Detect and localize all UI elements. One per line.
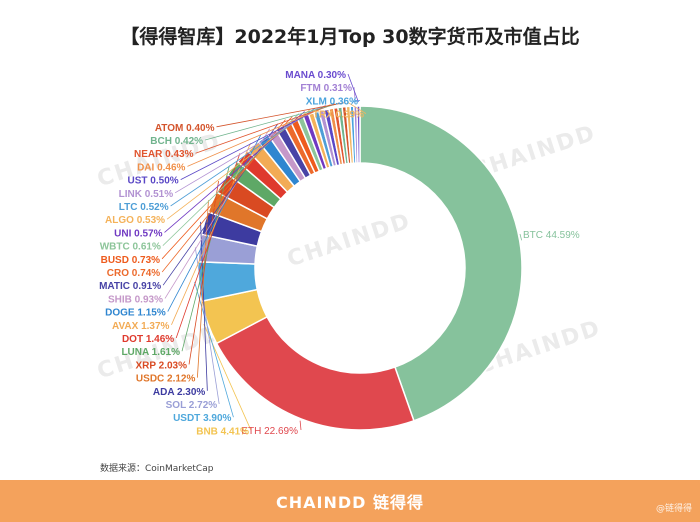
leader-trx (347, 102, 367, 114)
slice-mana (356, 105, 361, 164)
label-btc: BTC 44.59% (523, 230, 580, 241)
label-algo: ALGO 0.53% (105, 215, 165, 226)
leader-dot (175, 153, 241, 339)
leader-cro (161, 119, 286, 273)
label-cro: CRO 0.74% (107, 268, 160, 279)
label-wbtc: WBTC 0.61% (100, 242, 161, 253)
label-usdc: USDC 2.12% (136, 374, 196, 385)
leader-mana (347, 73, 359, 103)
leader-doge (167, 134, 262, 312)
label-dai: DAI 0.46% (137, 162, 185, 173)
label-xrp: XRP 2.03% (136, 360, 188, 371)
label-bnb: BNB 4.41% (196, 426, 249, 437)
slice-btc (359, 105, 523, 422)
leader-sol (194, 247, 220, 405)
leader-xrp (188, 181, 219, 365)
label-near: NEAR 0.43% (134, 149, 194, 160)
donut-chart: BTC 44.59% ETH 22.69%BNB 4.41% USDT 3.90% S… (99, 70, 580, 437)
leader-eth (299, 420, 302, 431)
leader-link (174, 106, 321, 194)
label-sol: SOL 2.72% (166, 400, 218, 411)
leader-ust (180, 105, 326, 180)
label-mana: MANA 0.30% (285, 70, 346, 81)
slice-eth (215, 315, 415, 431)
label-uni: UNI 0.57% (114, 228, 162, 239)
label-dot: DOT 1.46% (122, 334, 174, 345)
leader-xlm (351, 100, 361, 103)
label-link: LINK 0.51% (119, 189, 174, 200)
chart-title: 【得得智库】2022年1月Top 30数字货币及市值占比 (120, 26, 580, 48)
leader-near (195, 103, 336, 154)
leader-usdc (196, 200, 209, 378)
label-ftm: FTM 0.31% (300, 83, 352, 94)
footer-brand: CHAINDD 链得得 (276, 493, 424, 512)
footer-bar: CHAINDD 链得得 @链得得 (0, 480, 700, 522)
leader-lines-group (161, 73, 523, 431)
label-eth: ETH 22.69% (241, 426, 298, 437)
label-shib: SHIB 0.93% (108, 294, 163, 305)
labels-group: BTC 44.59% ETH 22.69%BNB 4.41% USDT 3.90% S… (99, 70, 580, 437)
label-ust: UST 0.50% (128, 176, 179, 187)
label-usdt: USDT 3.90% (173, 413, 231, 424)
leader-ada (200, 221, 208, 391)
label-ltc: LTC 0.52% (119, 202, 169, 213)
leader-btc (519, 233, 523, 241)
label-bch: BCH 0.42% (150, 136, 203, 147)
leader-atom (216, 102, 344, 128)
label-ada: ADA 2.30% (153, 387, 206, 398)
data-source: 数据来源：CoinMarketCap (100, 464, 214, 474)
label-busd: BUSD 0.73% (101, 255, 161, 266)
label-trx: TRX 0.39% (313, 110, 364, 121)
slices-group (197, 105, 523, 431)
label-luna: LUNA 1.61% (121, 347, 180, 358)
label-doge: DOGE 1.15% (105, 308, 166, 319)
label-xlm: XLM 0.36% (306, 96, 358, 107)
leader-usdt (194, 281, 234, 418)
label-avax: AVAX 1.37% (112, 321, 170, 332)
leader-dai (187, 104, 331, 167)
label-atom: ATOM 0.40% (155, 123, 215, 134)
label-matic: MATIC 0.91% (99, 281, 161, 292)
leader-bch (204, 102, 340, 141)
leader-luna (181, 165, 230, 352)
footer-corner-mark: @链得得 (655, 504, 692, 514)
